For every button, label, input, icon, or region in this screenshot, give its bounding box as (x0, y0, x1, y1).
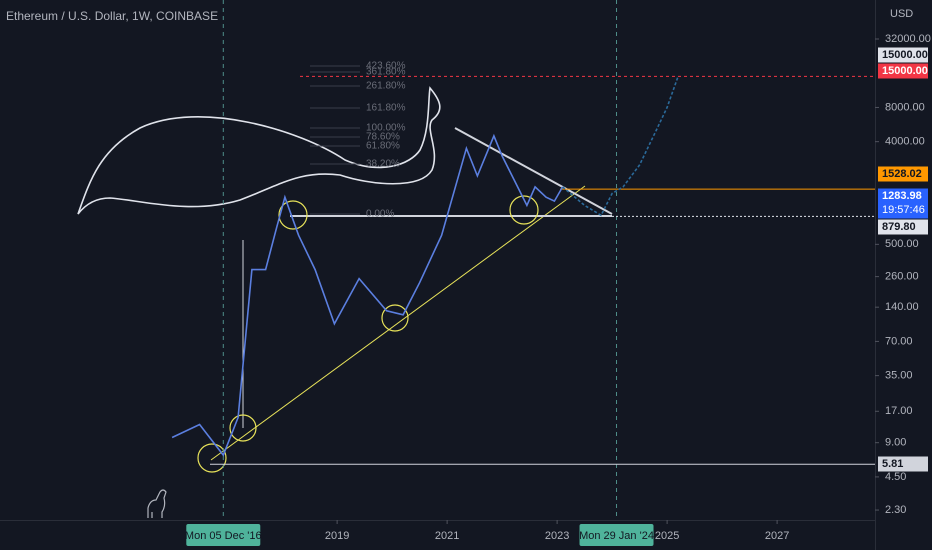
y-tick-label: 9.00 (885, 437, 906, 449)
date-label: Mon 29 Jan '24 (579, 530, 654, 542)
circle (229, 414, 257, 442)
price-label: 15000.00 (882, 65, 928, 77)
price-box (878, 166, 928, 182)
chart-title: Ethereum / U.S. Dollar, 1W, COINBASE (6, 9, 218, 23)
x-tick-label: 2027 (765, 530, 789, 542)
y-tick-label: 70.00 (885, 335, 913, 347)
trend-line (210, 185, 586, 461)
fib-label: 78.60% (366, 132, 400, 143)
fib-label: 100.00% (366, 123, 406, 134)
fib-label: 361.80% (366, 67, 406, 78)
x-tick-label: 2021 (435, 530, 459, 542)
price-line-series (562, 76, 679, 217)
countdown: 19:57:46 (882, 204, 925, 216)
date-label: Mon 05 Dec '16 (185, 530, 262, 542)
y-tick-label: 17.00 (885, 405, 913, 417)
y-tick-label: 35.00 (885, 370, 913, 382)
price-box (878, 188, 928, 219)
fib-label: 161.80% (366, 103, 406, 114)
fib-label: 61.80% (366, 141, 400, 152)
y-tick-label: 2.30 (885, 504, 906, 516)
y-tick-label: 4000.00 (885, 136, 925, 148)
price-box (878, 47, 928, 63)
logo (147, 489, 167, 518)
circles (197, 195, 539, 473)
price-line-series (171, 133, 564, 457)
y-tick-label: 4.50 (885, 471, 906, 483)
fib-label: 261.80% (366, 81, 406, 92)
circle (509, 195, 539, 225)
circle (381, 304, 409, 332)
fib-label: 0.00% (366, 209, 394, 220)
fib-label: 423.60% (366, 61, 406, 72)
price-label: 1528.02 (882, 168, 922, 180)
price-label: 15000.00 (882, 49, 928, 61)
date-box (579, 524, 654, 546)
price-box (878, 63, 928, 79)
trend-line (454, 127, 613, 215)
x-tick-label: 2025 (655, 530, 679, 542)
circle (197, 443, 227, 473)
y-tick-label: 32000.00 (885, 33, 931, 45)
axis-unit: USD (890, 8, 913, 20)
drawings (77, 65, 613, 518)
y-tick-label: 140.00 (885, 301, 919, 313)
y-tick-label: 500.00 (885, 238, 919, 250)
price-label: 5.81 (882, 458, 903, 470)
price-box (878, 219, 928, 235)
price-label: 879.80 (882, 221, 916, 233)
y-tick-label: 8000.00 (885, 101, 925, 113)
price-box (878, 456, 928, 472)
circle (278, 200, 308, 230)
price-label: 1283.98 (882, 190, 922, 202)
fib-label: 38.20% (366, 159, 400, 170)
y-tick-label: 260.00 (885, 271, 919, 283)
x-tick-label: 2023 (545, 530, 569, 542)
x-tick-label: 2019 (325, 530, 349, 542)
date-box (186, 524, 261, 546)
whale-drawing (77, 86, 441, 215)
